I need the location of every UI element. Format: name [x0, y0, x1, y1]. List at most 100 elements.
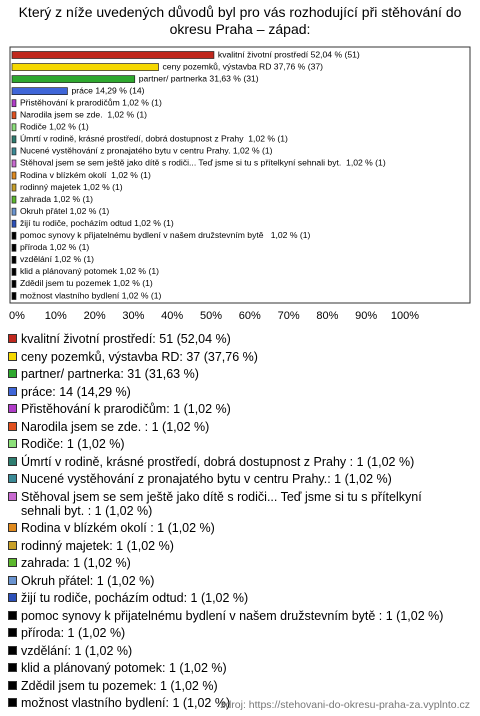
value-label: Přistěhování k prarodičům 1,02 % (1) — [20, 97, 162, 107]
legend-marker — [8, 474, 17, 483]
bar — [11, 63, 159, 71]
value-label: ceny pozemků, výstavba RD 37,76 % (37) — [163, 61, 324, 71]
x-tick-label: 100% — [391, 310, 419, 322]
bar — [11, 183, 17, 192]
legend-label: Přistěhování k prarodičům: 1 (1,02 %) — [21, 402, 231, 416]
legend-label: vzdělání: 1 (1,02 %) — [21, 643, 133, 658]
legend-item: Přistěhování k prarodičům: 1 (1,02 %) — [8, 402, 460, 416]
legend-marker — [8, 491, 17, 501]
value-label: Úmrtí v rodině, krásné prostředí, dobrá … — [20, 134, 288, 144]
legend-item: Okruh přátel: 1 (1,02 %) — [8, 574, 460, 588]
x-tick-label: 60% — [239, 310, 261, 322]
legend-marker — [8, 610, 17, 620]
x-tick-label: 0% — [9, 310, 25, 322]
value-label: příroda 1,02 % (1) — [20, 242, 89, 252]
x-tick-label: 50% — [200, 310, 222, 322]
legend-label: Okruh přátel: 1 (1,02 %) — [21, 573, 155, 588]
value-label: Rodina v blízkém okolí 1,02 % (1) — [20, 170, 151, 180]
legend-label: kvalitní životní prostředí: 51 (52,04 %) — [21, 332, 231, 346]
bar — [11, 51, 215, 59]
legend-label: pomoc synovy k přijatelnému bydlení v na… — [21, 608, 444, 623]
legend-label: zahrada: 1 (1,02 %) — [21, 556, 131, 570]
legend-item: zahrada: 1 (1,02 %) — [8, 556, 460, 570]
bar — [11, 99, 17, 108]
legend-item: Rodiče: 1 (1,02 %) — [8, 437, 460, 451]
bar — [11, 147, 17, 156]
legend-item: rodinný majetek: 1 (1,02 %) — [8, 539, 460, 553]
legend-item: Rodina v blízkém okolí : 1 (1,02 %) — [8, 521, 460, 535]
legend-marker — [8, 628, 17, 637]
bar — [11, 207, 17, 216]
legend-marker — [8, 558, 17, 567]
legend-marker — [8, 698, 17, 707]
x-tick-label: 90% — [355, 310, 377, 322]
value-label: vzdělání 1,02 % (1) — [20, 254, 94, 264]
legend-item: partner/ partnerka: 31 (31,63 %) — [8, 367, 460, 381]
value-label: žijí tu rodiče, pocházím odtud 1,02 % (1… — [20, 218, 174, 228]
legend-item: pomoc synovy k přijatelnému bydlení v na… — [8, 609, 460, 623]
legend-marker — [8, 404, 17, 413]
legend-marker — [8, 386, 17, 396]
legend-marker — [8, 663, 17, 672]
value-label: Stěhoval jsem se sem ještě jako dítě s r… — [20, 158, 386, 168]
legend-label: Stěhoval jsem se sem ještě jako dítě s r… — [21, 489, 422, 518]
value-label: Nucené vystěhování z pronajatého bytu v … — [20, 146, 273, 156]
value-label: Zdědil jsem tu pozemek 1,02 % (1) — [20, 278, 153, 288]
bar — [11, 171, 17, 180]
x-tick-label: 10% — [45, 310, 67, 322]
legend-label: žijí tu rodiče, pocházím odtud: 1 (1,02 … — [21, 591, 249, 605]
legend-item: kvalitní životní prostředí: 51 (52,04 %) — [8, 332, 460, 346]
value-label: možnost vlastního bydlení 1,02 % (1) — [20, 290, 162, 300]
legend-marker — [8, 334, 17, 343]
bar — [11, 87, 68, 96]
bar — [11, 195, 17, 204]
bar — [11, 123, 17, 132]
bar — [11, 75, 136, 83]
x-tick-label: 30% — [122, 310, 144, 322]
value-label: práce 14,29 % (14) — [71, 85, 144, 95]
plot-frame — [9, 46, 471, 304]
legend-item: Úmrtí v rodině, krásné prostředí, dobrá … — [8, 455, 460, 469]
legend-label: Úmrtí v rodině, krásné prostředí, dobrá … — [21, 454, 415, 469]
legend-item: práce: 14 (14,29 %) — [8, 385, 460, 399]
legend-item: klid a plánovaný potomek: 1 (1,02 %) — [8, 661, 460, 675]
chart-title: Který z níže uvedených důvodů byl pro vá… — [18, 4, 462, 37]
x-tick-label: 40% — [161, 310, 183, 322]
source: zdroj: https://stehovani-do-okresu-praha… — [220, 699, 470, 711]
legend-marker — [8, 351, 17, 361]
legend-label: Rodiče: 1 (1,02 %) — [21, 437, 125, 451]
x-tick-label: 80% — [316, 310, 338, 322]
legend-item: žijí tu rodiče, pocházím odtud: 1 (1,02 … — [8, 591, 460, 605]
value-label: Rodiče 1,02 % (1) — [20, 122, 89, 132]
bar — [11, 292, 17, 300]
legend-label: rodinný majetek: 1 (1,02 %) — [21, 538, 174, 553]
legend-label: klid a plánovaný potomek: 1 (1,02 %) — [21, 661, 227, 675]
bar — [11, 135, 17, 144]
legend: kvalitní životní prostředí: 51 (52,04 %)… — [8, 332, 460, 714]
legend-label: partner/ partnerka: 31 (31,63 %) — [21, 367, 199, 381]
legend-item: Nucené vystěhování z pronajatého bytu v … — [8, 472, 460, 486]
legend-item: vzdělání: 1 (1,02 %) — [8, 644, 460, 658]
legend-marker — [8, 575, 17, 585]
bar — [11, 111, 17, 120]
legend-marker — [8, 680, 17, 690]
value-label: Okruh přátel 1,02 % (1) — [20, 206, 109, 216]
legend-item: Zdědil jsem tu pozemek: 1 (1,02 %) — [8, 679, 460, 693]
bar — [11, 268, 17, 276]
x-tick-label: 70% — [278, 310, 300, 322]
value-label: rodinný majetek 1,02 % (1) — [20, 182, 123, 192]
value-label: pomoc synovy k přijatelnému bydlení v na… — [20, 230, 311, 240]
legend-label: Rodina v blízkém okolí : 1 (1,02 %) — [21, 521, 215, 535]
x-tick-label: 20% — [84, 310, 106, 322]
legend-marker — [8, 523, 17, 532]
legend-item: možnost vlastního bydlení: 1 (1,02 %) — [8, 696, 460, 710]
legend-item: příroda: 1 (1,02 %) — [8, 626, 460, 640]
legend-marker — [8, 593, 17, 602]
legend-marker — [8, 540, 17, 550]
legend-marker — [8, 439, 17, 448]
legend-marker — [8, 421, 17, 431]
bar — [11, 280, 17, 288]
bar — [11, 159, 17, 168]
legend-label: příroda: 1 (1,02 %) — [21, 626, 126, 640]
